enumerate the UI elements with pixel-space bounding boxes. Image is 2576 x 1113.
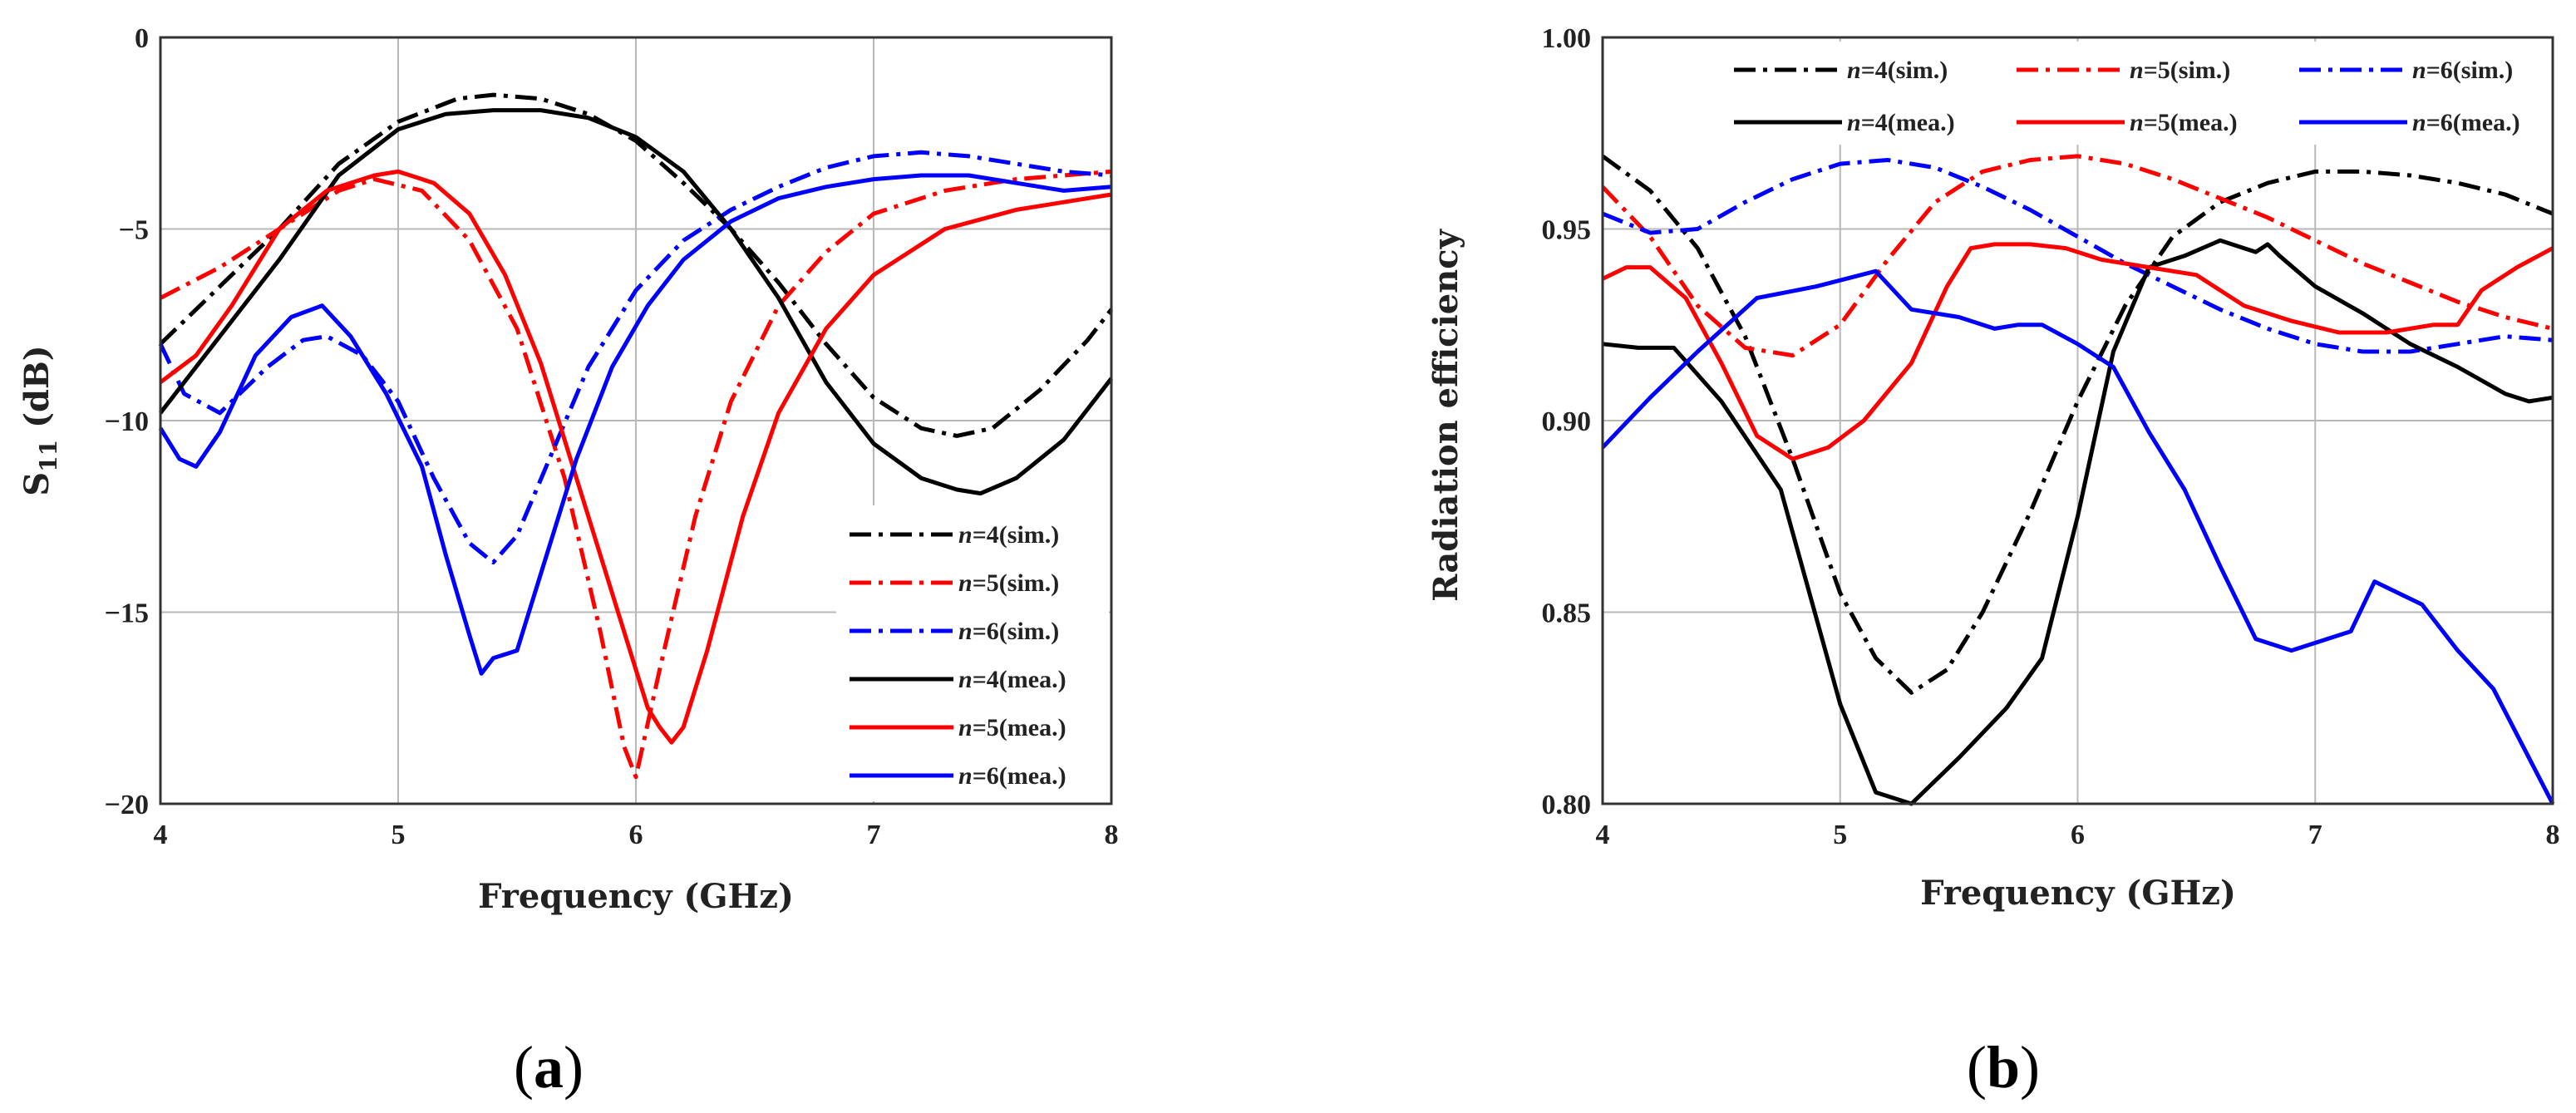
panel-b-series [1601,154,2555,806]
series-line [1601,154,2554,358]
series-line [159,169,1112,745]
x-tick-label: 4 [154,820,168,850]
x-tick-label: 5 [1833,820,1847,850]
y-tick-label: −10 [105,406,149,437]
series-line [159,92,1113,438]
panel-b-x-ticks: 4 5 6 7 8 [1596,820,2560,850]
series-line [1602,238,2554,806]
panel-a-s11-chart: 4 5 6 7 8 0 −5 −10 −15 −20 Frequency (GHz) S11 (… [17,23,1119,1101]
y-tick-label: 0.85 [1542,598,1592,629]
x-tick-label: 4 [1596,820,1610,850]
y-tick-label: 1.00 [1542,23,1592,54]
legend-label: n=5(mea.) [958,714,1066,741]
panel-a-caption: (a) [514,1034,584,1101]
panel-a-legend: n=4(sim.) n=5(sim.) n=6(sim.) n=4(mea.) n=5(… [850,521,1066,790]
y-tick-label: 0.95 [1542,215,1592,246]
legend-label: n=6(mea.) [958,762,1066,790]
series-line [1602,158,2554,354]
x-tick-label: 8 [1105,820,1119,850]
panel-b-caption: (b) [1967,1034,2040,1101]
series-line [158,173,1112,676]
panel-b-legend: n=4(sim.) n=5(sim.) n=6(sim.) n=4(mea.) n=5(… [1734,57,2520,136]
x-tick-label: 5 [392,820,406,850]
x-tick-label: 6 [629,820,643,850]
series-line [1601,268,2555,805]
series-line [158,150,1112,565]
panel-a-series [158,92,1113,780]
y-tick-label: 0.90 [1542,406,1592,437]
legend-label: n=6(sim.) [2412,57,2513,84]
panel-a-x-axis-label: Frequency (GHz) [478,877,794,916]
series-line [1601,154,2554,695]
legend-label: n=5(sim.) [2130,57,2230,84]
series-line [159,108,1113,496]
x-tick-label: 7 [2308,820,2322,850]
legend-label: n=6(mea.) [2412,109,2520,136]
legend-label: n=5(sim.) [958,569,1059,597]
x-tick-label: 6 [2071,820,2085,850]
legend-label: n=5(mea.) [2130,109,2238,136]
series-line [1601,242,2554,461]
y-tick-label: −20 [105,790,149,820]
panel-a-legend-box [836,505,1109,801]
legend-label: n=4(mea.) [958,666,1066,693]
legend-label: n=4(sim.) [958,521,1059,549]
y-tick-label: −15 [105,598,149,629]
panel-b-grid [1603,37,2553,804]
panel-b-y-ticks: 1.00 0.95 0.90 0.85 0.80 [1542,23,1592,820]
legend-label: n=4(sim.) [1847,57,1948,84]
panel-b-axes-frame [1601,36,2554,805]
y-tick-label: 0.80 [1542,790,1592,820]
panel-a-axes-frame [159,36,1113,805]
legend-label: n=6(sim.) [958,618,1059,645]
y-tick-label: 0 [135,23,149,54]
panel-b-legend-box [1729,42,2510,145]
panel-b-efficiency-chart: 4 5 6 7 8 1.00 0.95 0.90 0.85 0.80 Frequency (GH… [1426,23,2560,1101]
panel-b-y-axis-label: Radiation efficiency [1426,228,1465,601]
panel-a-y-ticks: 0 −5 −10 −15 −20 [105,23,149,820]
y-tick-label: −5 [119,215,149,246]
panel-a-grid [160,37,1111,804]
legend-label: n=4(mea.) [1847,109,1955,136]
x-tick-label: 7 [867,820,881,850]
panel-b-x-axis-label: Frequency (GHz) [1920,874,2236,913]
panel-a-y-axis-label: S11 (dB) [17,345,62,495]
panel-a-x-ticks: 4 5 6 7 8 [154,820,1119,850]
series-line [159,169,1112,780]
x-tick-label: 8 [2546,820,2560,850]
